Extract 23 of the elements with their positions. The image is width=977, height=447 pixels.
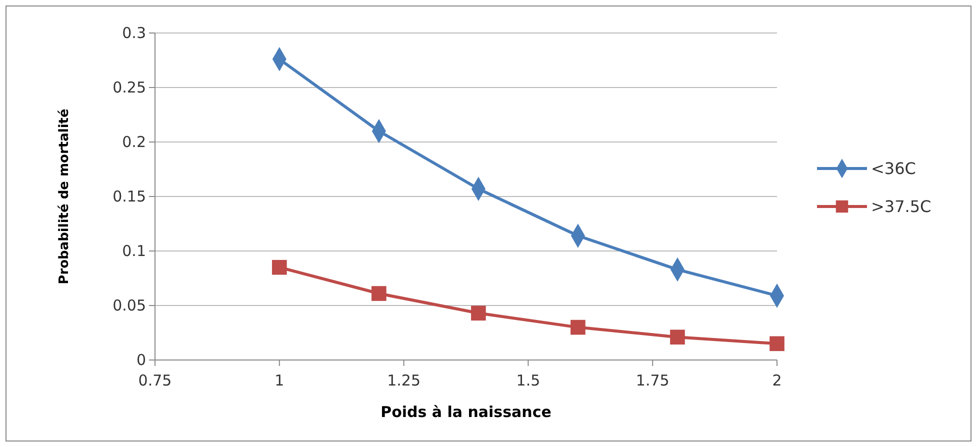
point (670, 330, 685, 345)
y-tick-label: 0.2 (122, 132, 146, 151)
x-axis-title: Poids à la naissance (380, 403, 552, 421)
legend-label: <36C (871, 159, 916, 178)
y-tick-label: 0 (136, 350, 146, 369)
point (372, 286, 386, 301)
y-tick-label: 0.1 (122, 242, 146, 260)
y-tick-label: 0.25 (112, 78, 146, 96)
legend-label: >37.5C (871, 197, 932, 216)
x-tick-label: 1.25 (387, 372, 421, 390)
y-axis-title: Probabilité de mortalité (57, 108, 72, 284)
x-tick-label: 1 (274, 372, 284, 390)
y-tick-label: 0.05 (112, 296, 146, 314)
x-tick-label: 1.5 (516, 372, 540, 390)
x-tick-label: 2 (772, 372, 782, 390)
y-tick-label: 0.15 (112, 187, 146, 206)
point (471, 306, 486, 321)
x-tick-label: 1.75 (636, 372, 670, 390)
point (770, 336, 784, 352)
point (570, 320, 586, 335)
point (272, 260, 287, 275)
y-tick-label: 0.3 (122, 24, 146, 42)
x-tick-label: 0.75 (138, 372, 172, 390)
